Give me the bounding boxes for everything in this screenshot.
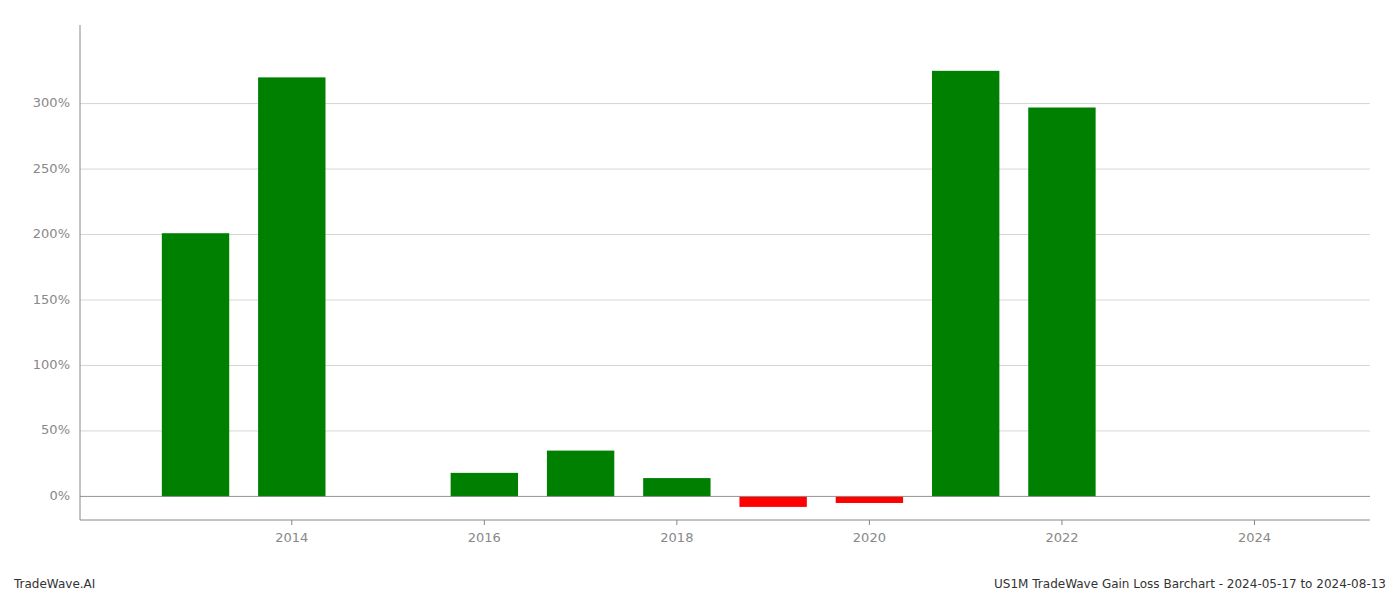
x-tick xyxy=(869,520,870,525)
footer-left: TradeWave.AI xyxy=(13,577,95,591)
bar xyxy=(162,233,229,496)
x-tick xyxy=(1061,520,1062,525)
y-tick-label: 100% xyxy=(33,357,70,372)
x-tick-label: 2022 xyxy=(1045,530,1078,545)
bar xyxy=(932,71,999,497)
bar xyxy=(547,451,614,497)
x-tick-label: 2018 xyxy=(660,530,693,545)
x-tick xyxy=(1254,520,1255,525)
bar xyxy=(258,77,325,496)
bar xyxy=(739,496,806,506)
bar xyxy=(836,496,903,503)
x-tick-label: 2016 xyxy=(468,530,501,545)
y-axis-line xyxy=(80,25,81,520)
bar xyxy=(643,478,710,496)
x-tick xyxy=(484,520,485,525)
y-tick-label: 0% xyxy=(49,488,70,503)
y-tick-label: 50% xyxy=(41,422,70,437)
chart: 0% 50% 100% 150% 200% 250% 300% 2014 2016 2018 202… xyxy=(0,0,1400,600)
x-tick xyxy=(291,520,292,525)
x-tick-label: 2020 xyxy=(853,530,886,545)
y-tick-label: 250% xyxy=(33,161,70,176)
bar xyxy=(1028,108,1095,497)
x-tick-label: 2024 xyxy=(1238,530,1271,545)
x-tick-label: 2014 xyxy=(275,530,308,545)
x-axis-line xyxy=(80,520,1370,521)
x-tick xyxy=(676,520,677,525)
bars xyxy=(162,71,1096,507)
y-tick-label: 150% xyxy=(33,292,70,307)
zero-line xyxy=(80,496,1370,497)
y-tick-label: 200% xyxy=(33,226,70,241)
grid-line xyxy=(80,496,1370,497)
footer-right: US1M TradeWave Gain Loss Barchart - 2024… xyxy=(994,577,1386,591)
bar xyxy=(451,473,518,497)
y-tick-label: 300% xyxy=(33,95,70,110)
